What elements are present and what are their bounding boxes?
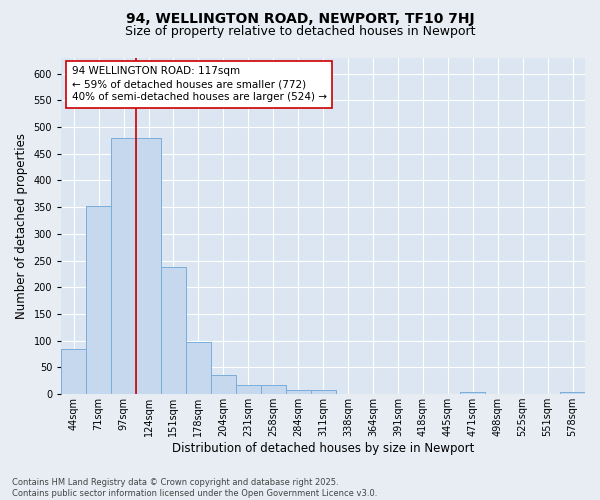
Bar [161,267,186,394]
X-axis label: Distribution of detached houses by size in Newport: Distribution of detached houses by size … [172,442,474,455]
Text: Contains HM Land Registry data © Crown copyright and database right 2025.
Contai: Contains HM Land Registry data © Crown c… [12,478,377,498]
Bar [111,138,136,394]
Bar [460,392,485,394]
Bar [186,342,211,394]
Bar [286,390,311,394]
Y-axis label: Number of detached properties: Number of detached properties [15,133,28,319]
Bar [261,384,286,394]
Bar [560,392,585,394]
Text: 94, WELLINGTON ROAD, NEWPORT, TF10 7HJ: 94, WELLINGTON ROAD, NEWPORT, TF10 7HJ [125,12,475,26]
Text: 94 WELLINGTON ROAD: 117sqm
← 59% of detached houses are smaller (772)
40% of sem: 94 WELLINGTON ROAD: 117sqm ← 59% of deta… [71,66,326,102]
Bar [236,384,261,394]
Text: Size of property relative to detached houses in Newport: Size of property relative to detached ho… [125,25,475,38]
Bar [136,138,161,394]
Bar [311,390,335,394]
Bar [61,350,86,394]
Bar [211,376,236,394]
Bar [86,206,111,394]
